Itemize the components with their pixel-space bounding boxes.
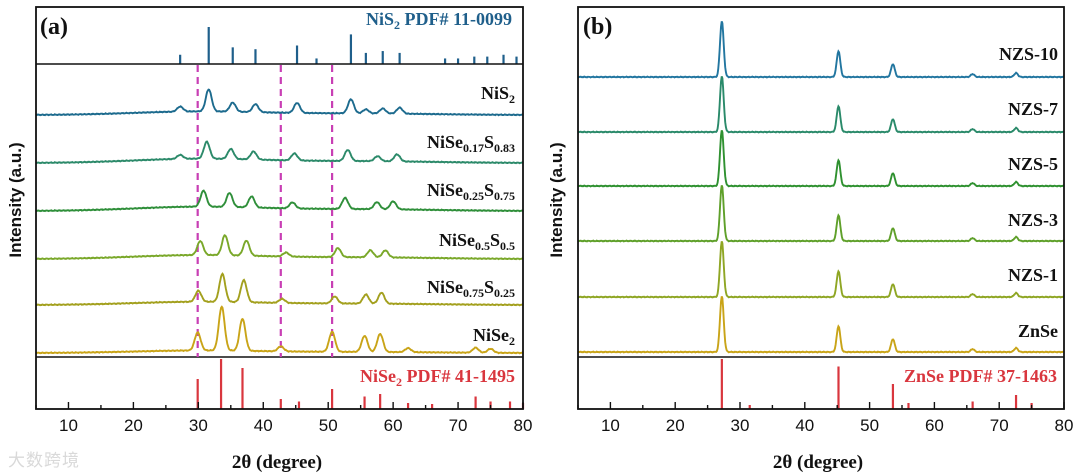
panel-b-y-axis-label: Intensity (a.u.) [547, 142, 566, 257]
panel-a-x-tick-label: 70 [449, 416, 468, 435]
panel-b-series-label: NZS-5 [1008, 154, 1058, 174]
panel-a-series-label: NiSe2 [473, 325, 515, 348]
panel-a-top-reference [179, 27, 518, 64]
panel-a-y-axis-label: Intensity (a.u.) [6, 142, 25, 257]
panel-a-series-label: NiSe0.17S0.83 [427, 132, 515, 155]
panel-a-series-curve [36, 88, 524, 117]
panel-a-series-curve [35, 272, 524, 307]
panel-b-x-tick-label: 60 [925, 416, 944, 435]
series-label-main: NiSe [439, 230, 475, 250]
panel-a-bottom-reference-label-rest: PDF# 41-1495 [402, 366, 515, 386]
series-label-sub: 0.75 [463, 286, 484, 300]
panel-a-x-tick-label: 10 [59, 416, 78, 435]
panel-a-series-label: NiSe0.75S0.25 [427, 277, 515, 300]
panel-a-bottom-reference-label-sub: 2 [396, 375, 402, 389]
panel-a-series-label: NiS2 [481, 83, 515, 106]
panel-b-x-tick-label: 20 [666, 416, 685, 435]
panel-a-guide-lines [196, 65, 334, 357]
panel-a-x-tick-label: 30 [189, 416, 208, 435]
panel-b: Intensity (a.u.) 2θ (degree) (b) NZS-10N… [547, 6, 1074, 473]
series-label-mid: S [490, 230, 500, 250]
panel-b-x-tick-label: 50 [860, 416, 879, 435]
panel-a-series-label: NiSe0.25S0.75 [427, 180, 515, 203]
panel-a-frame [35, 6, 524, 410]
panel-b-series-curve [577, 241, 1065, 299]
panel-a-x-tick-label: 60 [384, 416, 403, 435]
panel-a-series: NiS2NiSe0.17S0.83NiSe0.25S0.75NiSe0.5S0.… [35, 83, 524, 355]
panel-b-bottom-reference [720, 359, 1033, 409]
panel-a-x-tick-label: 20 [124, 416, 143, 435]
panel-a-bottom-reference-label-main: NiSe [360, 366, 396, 386]
panel-b-series-curve [577, 185, 1065, 243]
panel-a-x-tick-label: 50 [319, 416, 338, 435]
series-label-main: NiS [481, 83, 509, 103]
panel-b-x-tick-label: 40 [795, 416, 814, 435]
series-label-sub: 2 [509, 92, 515, 106]
series-label-sub: 0.5 [500, 239, 515, 253]
panel-b-series-label: NZS-1 [1008, 265, 1058, 285]
series-label-main: NiSe [427, 132, 463, 152]
watermark: 大数跨境 [8, 451, 80, 471]
panel-b-series-curve [577, 76, 1065, 134]
panel-a-top-reference-label: NiS2 PDF# 11-0099 [366, 9, 512, 32]
panel-b-frame [577, 6, 1065, 410]
panel-b-series-curve [577, 296, 1065, 354]
panel-a-series-curve [36, 234, 524, 261]
panel-a-top-reference-label-main: NiS [366, 9, 394, 29]
panel-b-series-curve [577, 21, 1065, 79]
panel-b-x-ticks: 10 20 30 40 50 60 70 80 [577, 402, 1074, 435]
series-label-sub: 0.5 [475, 239, 490, 253]
panel-b-x-tick-label: 70 [990, 416, 1009, 435]
panel-a-top-reference-label-rest: PDF# 11-0099 [400, 9, 512, 29]
panel-a-bottom-reference-label: NiSe2 PDF# 41-1495 [360, 366, 515, 389]
series-label-sub: 2 [509, 334, 515, 348]
panel-b-series-label: NZS-3 [1008, 210, 1058, 230]
panel-b-series: NZS-10 NZS-7 NZS-5 NZS-3 NZS-1 ZnSe [577, 21, 1065, 354]
panel-b-series-label: NZS-7 [1008, 99, 1058, 119]
panel-b-x-tick-label: 30 [731, 416, 750, 435]
series-label-sub: 0.83 [494, 141, 515, 155]
series-label-sub: 0.25 [494, 286, 515, 300]
panel-a: Intensity (a.u.) 2θ (degree) (a) NiS2 PD… [6, 6, 533, 473]
panel-b-x-tick-label: 10 [601, 416, 620, 435]
panel-a-tag: (a) [40, 14, 68, 40]
panel-a-x-tick-label: 80 [514, 416, 533, 435]
panel-a-x-ticks: 10 20 30 40 50 60 70 80 [35, 402, 533, 435]
series-label-main: NiSe [473, 325, 509, 345]
panel-a-top-reference-label-sub: 2 [394, 18, 400, 32]
series-label-mid: S [484, 277, 494, 297]
series-label-main: NiSe [427, 180, 463, 200]
panel-a-series-label: NiSe0.5S0.5 [439, 230, 515, 253]
panel-b-x-axis-label: 2θ (degree) [773, 452, 863, 473]
series-label-sub: 0.25 [463, 189, 484, 203]
panel-a-series-curve [36, 189, 524, 213]
panel-a-series-curve [36, 140, 524, 165]
series-label-sub: 0.75 [494, 189, 515, 203]
panel-b-bottom-reference-label: ZnSe PDF# 37-1463 [904, 366, 1057, 386]
panel-b-series-label: NZS-10 [999, 44, 1058, 64]
series-label-mid: S [484, 180, 494, 200]
series-label-main: NiSe [427, 277, 463, 297]
panel-a-x-axis-label: 2θ (degree) [232, 452, 322, 473]
panel-a-x-tick-label: 40 [254, 416, 273, 435]
panel-b-series-label: ZnSe [1018, 321, 1058, 341]
panel-b-series-curve [577, 130, 1065, 188]
panel-b-tag: (b) [583, 14, 612, 40]
panel-b-x-tick-label: 80 [1055, 416, 1074, 435]
series-label-sub: 0.17 [463, 141, 484, 155]
series-label-mid: S [484, 132, 494, 152]
panel-a-series-curve [35, 305, 524, 355]
